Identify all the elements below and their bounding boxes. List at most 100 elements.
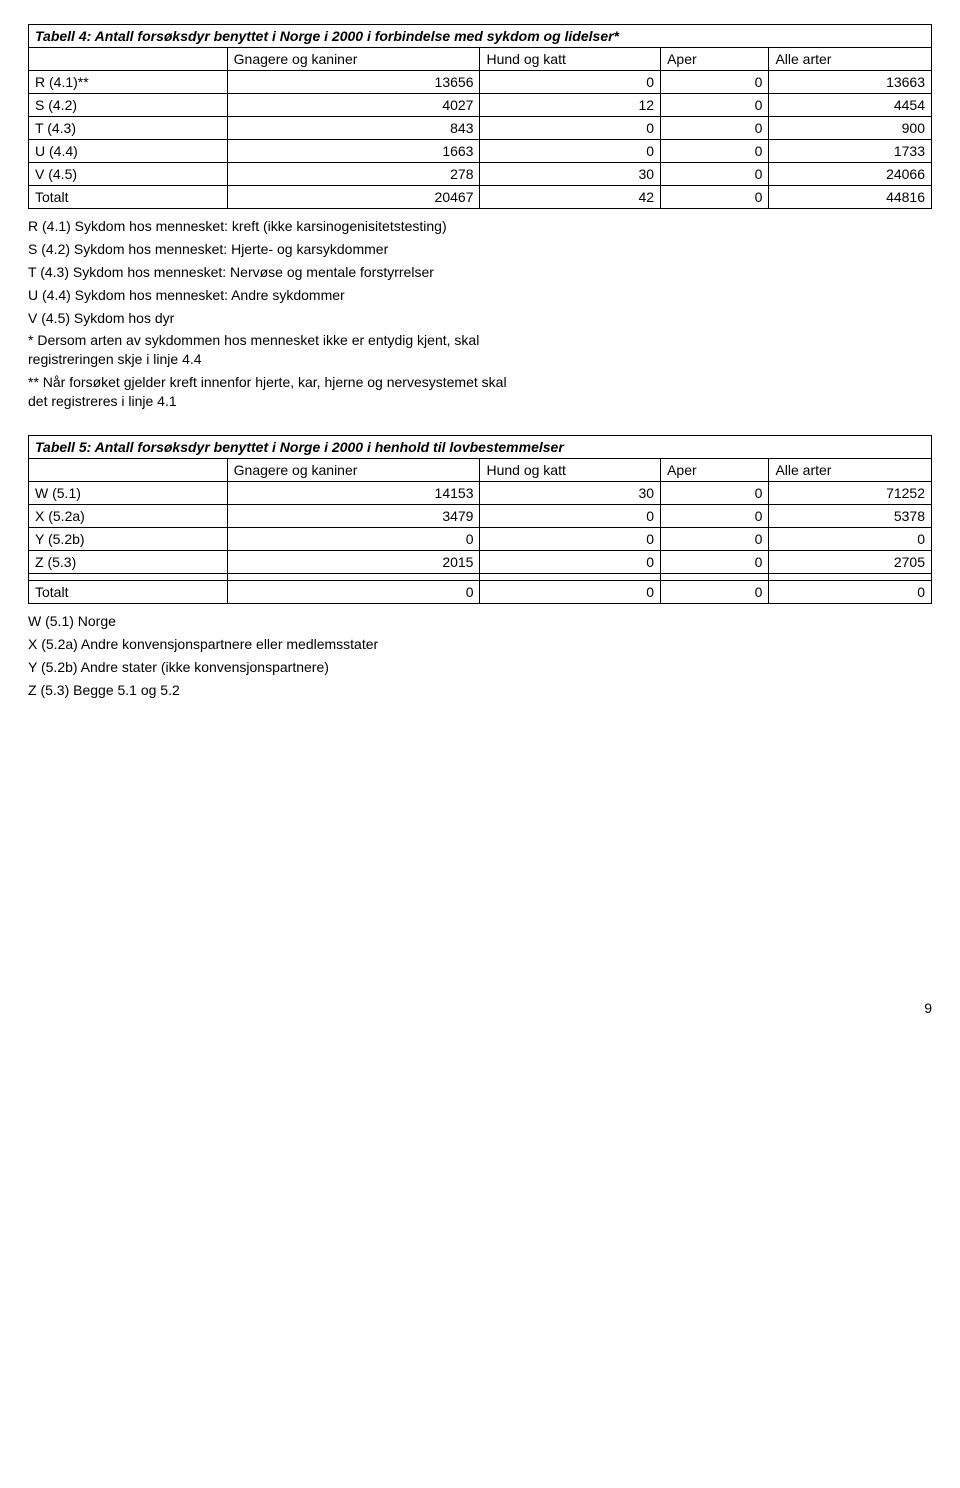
table-row: Y (5.2b) 0 0 0 0 — [29, 528, 932, 551]
row-label: V (4.5) — [29, 163, 228, 186]
cell: 0 — [661, 581, 769, 604]
note-line: W (5.1) Norge — [28, 612, 932, 631]
table-4-header-blank — [29, 48, 228, 71]
cell: 0 — [480, 581, 661, 604]
table-5-col-3: Alle arter — [769, 459, 932, 482]
cell: 0 — [661, 94, 769, 117]
cell: 14153 — [227, 482, 480, 505]
table-4-title: Tabell 4: Antall forsøksdyr benyttet i N… — [29, 25, 932, 48]
cell: 1663 — [227, 140, 480, 163]
cell — [227, 574, 480, 581]
cell: 0 — [661, 505, 769, 528]
cell: 4454 — [769, 94, 932, 117]
cell: 0 — [227, 528, 480, 551]
cell: 30 — [480, 482, 661, 505]
row-label: S (4.2) — [29, 94, 228, 117]
cell: 0 — [480, 551, 661, 574]
cell: 843 — [227, 117, 480, 140]
table-row: W (5.1) 14153 30 0 71252 — [29, 482, 932, 505]
cell: 3479 — [227, 505, 480, 528]
table-4-col-0: Gnagere og kaniner — [227, 48, 480, 71]
table-row: V (4.5) 278 30 0 24066 — [29, 163, 932, 186]
note-line: U (4.4) Sykdom hos mennesket: Andre sykd… — [28, 286, 932, 305]
row-label: Y (5.2b) — [29, 528, 228, 551]
cell: 20467 — [227, 186, 480, 209]
cell: 0 — [480, 71, 661, 94]
table-row: R (4.1)** 13656 0 0 13663 — [29, 71, 932, 94]
table-4-title-row: Tabell 4: Antall forsøksdyr benyttet i N… — [29, 25, 932, 48]
cell: 2015 — [227, 551, 480, 574]
cell: 71252 — [769, 482, 932, 505]
cell: 30 — [480, 163, 661, 186]
note-line: R (4.1) Sykdom hos mennesket: kreft (ikk… — [28, 217, 932, 236]
table-5-blank-row — [29, 574, 932, 581]
cell: 0 — [769, 528, 932, 551]
note-line: Z (5.3) Begge 5.1 og 5.2 — [28, 681, 932, 700]
row-label — [29, 574, 228, 581]
table-row: U (4.4) 1663 0 0 1733 — [29, 140, 932, 163]
table-4-header-row: Gnagere og kaniner Hund og katt Aper All… — [29, 48, 932, 71]
cell: 13663 — [769, 71, 932, 94]
note-line: Y (5.2b) Andre stater (ikke konvensjonsp… — [28, 658, 932, 677]
table-row: Z (5.3) 2015 0 0 2705 — [29, 551, 932, 574]
page-number: 9 — [28, 1000, 932, 1016]
total-label: Totalt — [29, 581, 228, 604]
table-4-notes: R (4.1) Sykdom hos mennesket: kreft (ikk… — [28, 217, 932, 411]
table-5-title-row: Tabell 5: Antall forsøksdyr benyttet i N… — [29, 436, 932, 459]
table-4-col-2: Aper — [661, 48, 769, 71]
cell: 0 — [661, 186, 769, 209]
cell: 12 — [480, 94, 661, 117]
cell: 0 — [661, 117, 769, 140]
note-line: X (5.2a) Andre konvensjonspartnere eller… — [28, 635, 932, 654]
row-label: X (5.2a) — [29, 505, 228, 528]
row-label: U (4.4) — [29, 140, 228, 163]
cell: 42 — [480, 186, 661, 209]
note-line: V (4.5) Sykdom hos dyr — [28, 309, 932, 328]
table-5-title: Tabell 5: Antall forsøksdyr benyttet i N… — [29, 436, 932, 459]
table-5-col-1: Hund og katt — [480, 459, 661, 482]
cell: 0 — [480, 528, 661, 551]
cell — [480, 574, 661, 581]
cell: 44816 — [769, 186, 932, 209]
cell: 24066 — [769, 163, 932, 186]
note-line: * Dersom arten av sykdommen hos menneske… — [28, 331, 528, 369]
cell: 5378 — [769, 505, 932, 528]
note-line: T (4.3) Sykdom hos mennesket: Nervøse og… — [28, 263, 932, 282]
cell: 2705 — [769, 551, 932, 574]
table-5-total-row: Totalt 0 0 0 0 — [29, 581, 932, 604]
table-4: Tabell 4: Antall forsøksdyr benyttet i N… — [28, 24, 932, 209]
table-5-header-blank — [29, 459, 228, 482]
table-5: Tabell 5: Antall forsøksdyr benyttet i N… — [28, 435, 932, 604]
cell: 4027 — [227, 94, 480, 117]
table-5-header-row: Gnagere og kaniner Hund og katt Aper All… — [29, 459, 932, 482]
cell: 13656 — [227, 71, 480, 94]
cell: 0 — [661, 163, 769, 186]
row-label: R (4.1)** — [29, 71, 228, 94]
cell: 0 — [480, 140, 661, 163]
cell: 0 — [227, 581, 480, 604]
total-label: Totalt — [29, 186, 228, 209]
cell — [661, 574, 769, 581]
cell: 0 — [480, 117, 661, 140]
table-row: S (4.2) 4027 12 0 4454 — [29, 94, 932, 117]
table-5-col-2: Aper — [661, 459, 769, 482]
cell: 278 — [227, 163, 480, 186]
table-4-total-row: Totalt 20467 42 0 44816 — [29, 186, 932, 209]
cell: 0 — [480, 505, 661, 528]
table-4-col-3: Alle arter — [769, 48, 932, 71]
table-5-col-0: Gnagere og kaniner — [227, 459, 480, 482]
cell — [769, 574, 932, 581]
table-4-col-1: Hund og katt — [480, 48, 661, 71]
row-label: T (4.3) — [29, 117, 228, 140]
table-row: X (5.2a) 3479 0 0 5378 — [29, 505, 932, 528]
cell: 0 — [661, 528, 769, 551]
note-line: ** Når forsøket gjelder kreft innenfor h… — [28, 373, 528, 411]
table-row: T (4.3) 843 0 0 900 — [29, 117, 932, 140]
cell: 0 — [661, 551, 769, 574]
row-label: Z (5.3) — [29, 551, 228, 574]
cell: 0 — [661, 482, 769, 505]
cell: 900 — [769, 117, 932, 140]
cell: 0 — [661, 140, 769, 163]
cell: 1733 — [769, 140, 932, 163]
cell: 0 — [661, 71, 769, 94]
